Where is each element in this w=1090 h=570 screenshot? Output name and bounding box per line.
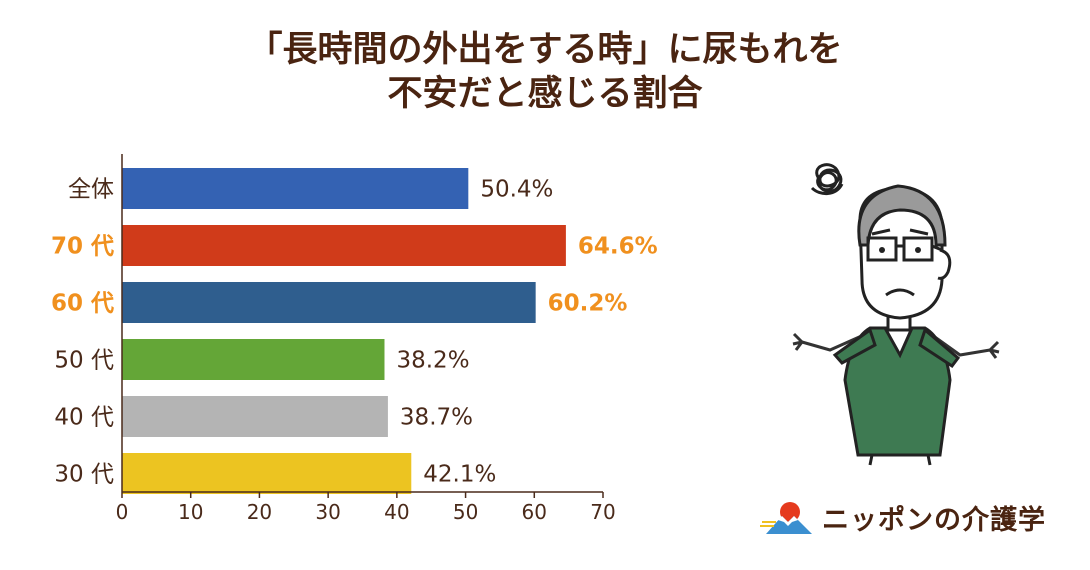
category-label: 全体	[68, 177, 114, 203]
x-tick-label: 60	[522, 500, 547, 524]
brand-name: ニッポンの介護学	[822, 505, 1046, 536]
bar	[122, 339, 385, 380]
x-tick-label: 50	[453, 500, 478, 524]
value-label: 64.6%	[578, 234, 658, 260]
x-tick-label: 40	[384, 500, 409, 524]
category-label: 70 代	[51, 234, 114, 260]
worry-scribble-icon	[810, 163, 844, 195]
x-tick-label: 0	[116, 500, 129, 524]
title-line-1: 「長時間の外出をする時」に尿もれを	[247, 30, 843, 70]
bar	[122, 282, 536, 323]
worried-man-illustration	[792, 163, 1000, 466]
value-label: 38.2%	[396, 348, 469, 374]
glasses-icon	[866, 236, 943, 262]
title-line-2: 不安だと感じる割合	[387, 74, 703, 114]
x-tick-label: 10	[178, 500, 203, 524]
value-label: 42.1%	[423, 462, 496, 488]
value-label: 60.2%	[548, 291, 628, 317]
brand-logo: ニッポンの介護学	[760, 498, 1046, 537]
value-label: 50.4%	[480, 177, 553, 203]
bar	[122, 168, 469, 209]
category-label: 60 代	[51, 291, 114, 317]
value-label: 38.7%	[400, 405, 473, 431]
bar	[122, 453, 412, 494]
x-tick-label: 30	[315, 500, 340, 524]
category-label: 30 代	[54, 462, 114, 488]
bar-chart: 全体 50.4% 70 代 64.6% 60 代 60.2% 50 代 38.2% 40 代 38…	[51, 154, 658, 524]
x-tick-label: 70	[590, 500, 615, 524]
bar	[122, 225, 566, 266]
bar	[122, 396, 388, 437]
x-tick-label: 20	[247, 500, 272, 524]
mount-fuji-logo-icon	[760, 501, 812, 534]
category-label: 50 代	[54, 348, 114, 374]
chart-title: 「長時間の外出をする時」に尿もれを 不安だと感じる割合	[0, 28, 1090, 116]
category-label: 40 代	[54, 405, 114, 431]
